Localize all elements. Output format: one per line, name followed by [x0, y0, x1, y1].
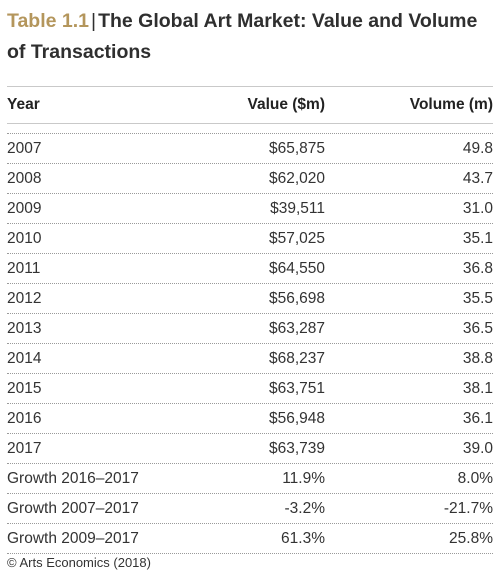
row-value: 61.3% [281, 529, 325, 547]
row-value: $63,739 [268, 439, 325, 457]
row-year: Growth 2007–2017 [7, 499, 139, 517]
table-body: 2007 $65,875 49.8 2008 $62,020 43.7 2009 $39,51… [7, 133, 493, 554]
row-value: $56,948 [268, 409, 325, 427]
table-row: 2009 $39,511 31.0 [7, 194, 493, 223]
row-year: 2012 [7, 289, 42, 307]
row-volume: 43.7 [462, 169, 493, 187]
table-title: Table 1.1 | The Global Art Market: Value a… [7, 6, 495, 68]
header-year: Year [7, 96, 40, 113]
row-value: $56,698 [268, 289, 325, 307]
row-year: 2011 [7, 259, 41, 277]
table-row: Growth 2007–2017 -3.2% -21.7% [7, 494, 493, 523]
row-value: 11.9% [282, 469, 325, 487]
row-divider [7, 553, 493, 554]
row-year: 2016 [7, 409, 42, 427]
top-rule [7, 86, 493, 87]
header-volume: Volume (m) [409, 96, 493, 113]
row-volume: 36.5 [462, 319, 493, 337]
row-divider [7, 403, 493, 404]
row-divider [7, 373, 493, 374]
row-divider [7, 523, 493, 524]
table-number: Table 1.1 [7, 10, 90, 32]
row-year: 2014 [7, 349, 42, 367]
row-divider [7, 343, 493, 344]
table-row: 2007 $65,875 49.8 [7, 134, 493, 163]
row-divider [7, 253, 493, 254]
row-volume: 36.1 [462, 409, 493, 427]
row-value: -3.2% [284, 499, 326, 517]
row-volume: 38.1 [462, 379, 493, 397]
table-row: Growth 2009–2017 61.3% 25.8% [7, 524, 493, 553]
row-divider [7, 313, 493, 314]
row-divider [7, 283, 493, 284]
table-row: 2010 $57,025 35.1 [7, 224, 493, 253]
row-divider [7, 193, 493, 194]
row-volume: 35.5 [462, 289, 493, 307]
row-year: 2009 [7, 199, 42, 217]
row-value: $63,287 [268, 319, 325, 337]
row-value: $62,020 [268, 169, 325, 187]
row-volume: 38.8 [462, 349, 493, 367]
table-row: 2011 $64,550 36.8 [7, 254, 493, 283]
row-volume: 49.8 [462, 139, 493, 157]
table-row: 2008 $62,020 43.7 [7, 164, 493, 193]
row-value: $39,511 [270, 199, 325, 217]
row-year: 2010 [7, 229, 42, 247]
header-value: Value ($m) [247, 96, 325, 113]
row-year: Growth 2009–2017 [7, 529, 139, 547]
table-row: 2014 $68,237 38.8 [7, 344, 493, 373]
table-header: Year Value ($m) Volume (m) [7, 87, 493, 123]
row-divider [7, 133, 493, 134]
row-divider [7, 463, 493, 464]
table-title-text: The Global Art Market: Value and Volume … [7, 10, 478, 63]
row-value: $57,025 [268, 229, 325, 247]
table-row: 2017 $63,739 39.0 [7, 434, 493, 463]
row-volume: 36.8 [462, 259, 493, 277]
row-volume: 39.0 [462, 439, 493, 457]
row-value: $63,751 [268, 379, 325, 397]
row-divider [7, 163, 493, 164]
table-row: 2015 $63,751 38.1 [7, 374, 493, 403]
row-divider [7, 223, 493, 224]
row-year: Growth 2016–2017 [7, 469, 139, 487]
row-value: $64,550 [268, 259, 325, 277]
title-separator: | [91, 10, 97, 32]
row-year: 2013 [7, 319, 42, 337]
table-row: 2016 $56,948 36.1 [7, 404, 493, 433]
row-year: 2008 [7, 169, 42, 187]
row-year: 2015 [7, 379, 42, 397]
table-row: 2013 $63,287 36.5 [7, 314, 493, 343]
row-volume: -21.7% [443, 499, 493, 517]
row-year: 2017 [7, 439, 42, 457]
row-volume: 25.8% [449, 529, 493, 547]
row-volume: 35.1 [462, 229, 493, 247]
row-year: 2007 [7, 139, 42, 157]
row-value: $68,237 [268, 349, 325, 367]
row-value: $65,875 [268, 139, 325, 157]
table-row: 2012 $56,698 35.5 [7, 284, 493, 313]
row-volume: 8.0% [457, 469, 493, 487]
table-row: Growth 2016–2017 11.9% 8.0% [7, 464, 493, 493]
row-volume: 31.0 [462, 199, 493, 217]
data-table: Year Value ($m) Volume (m) 2007 $65,875 49… [7, 86, 493, 554]
row-divider [7, 433, 493, 434]
source-footer: © Arts Economics (2018) [7, 555, 151, 570]
row-divider [7, 493, 493, 494]
header-rule [7, 123, 493, 124]
